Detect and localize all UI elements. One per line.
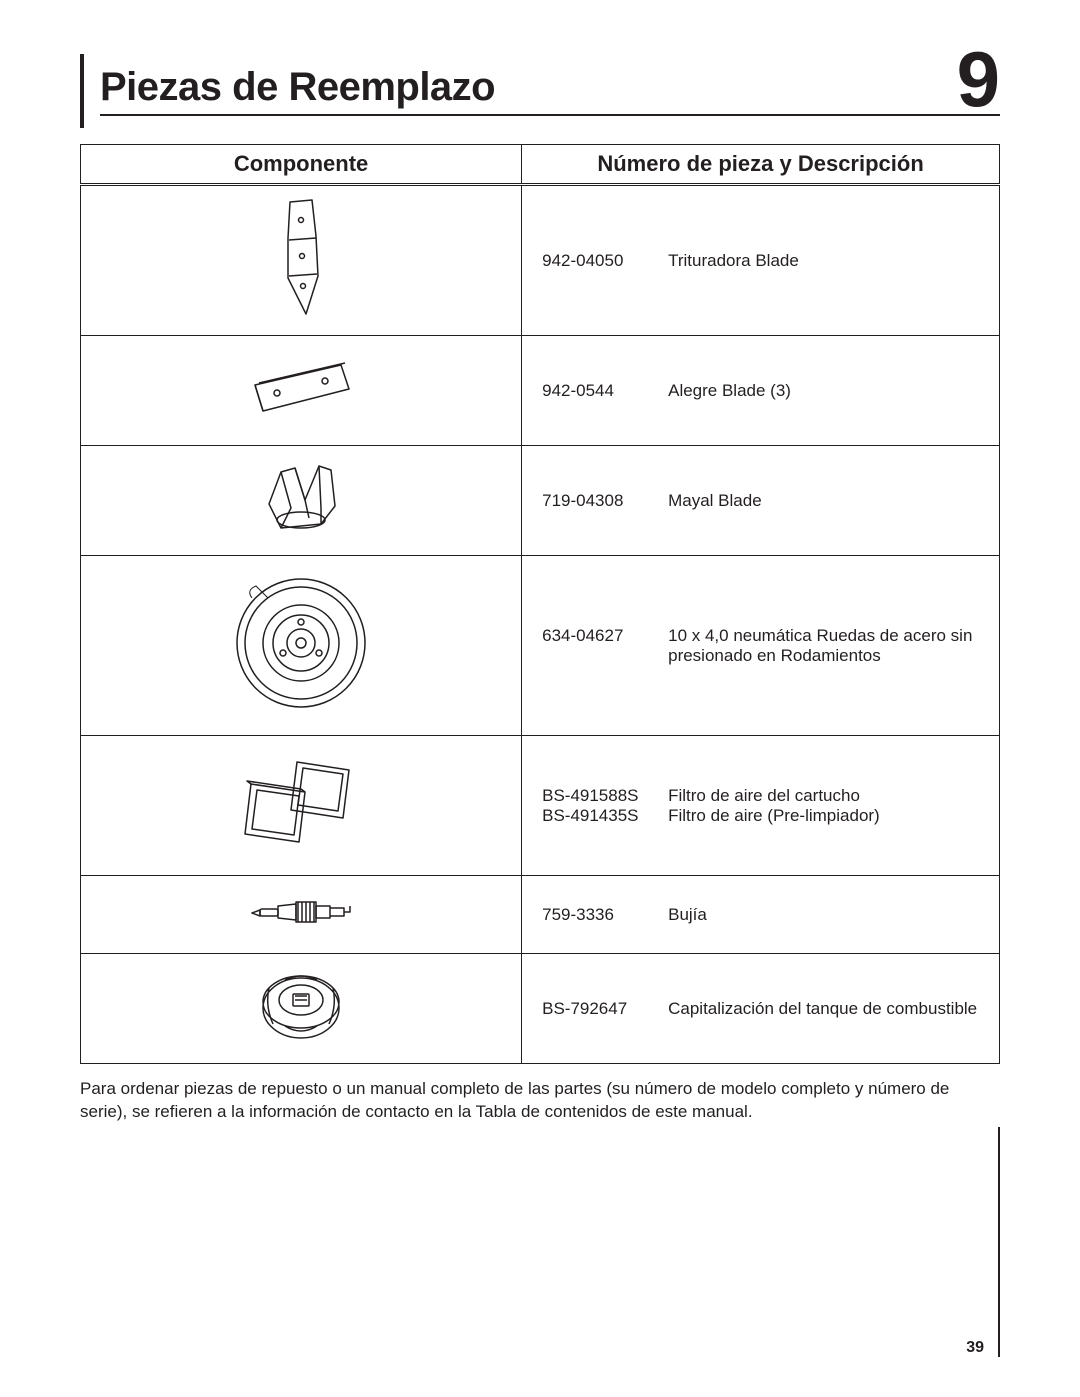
table-row: BS-491588S Filtro de aire del cartucho B…: [81, 736, 1000, 876]
part-description: Filtro de aire del cartucho: [668, 786, 979, 806]
part-desc-cell: 759-3336 Bujía: [522, 876, 1000, 954]
ordering-footnote: Para ordenar piezas de repuesto o un man…: [80, 1078, 1000, 1124]
part-description: Filtro de aire (Pre-limpiador): [668, 806, 979, 826]
component-image-cell: [81, 446, 522, 556]
part-desc-cell: 634-04627 10 x 4,0 neumática Ruedas de a…: [522, 556, 1000, 736]
part-number: 942-0544: [542, 381, 650, 401]
wheel-icon: [226, 568, 376, 718]
part-desc-cell: 719-04308 Mayal Blade: [522, 446, 1000, 556]
page: Piezas de Reemplazo 9 Componente Número …: [0, 0, 1080, 1397]
table-row: 719-04308 Mayal Blade: [81, 446, 1000, 556]
part-description: Trituradora Blade: [668, 251, 979, 271]
part-desc-cell: BS-491588S Filtro de aire del cartucho B…: [522, 736, 1000, 876]
flail-blade-icon: [251, 458, 351, 538]
part-line: 759-3336 Bujía: [542, 905, 979, 925]
parts-table-wrap: Componente Número de pieza y Descripción: [80, 144, 1000, 1064]
part-number: BS-491588S: [542, 786, 650, 806]
part-description: Mayal Blade: [668, 491, 979, 511]
col-component: Componente: [81, 145, 522, 185]
part-line: 942-04050 Trituradora Blade: [542, 251, 979, 271]
page-title: Piezas de Reemplazo: [100, 65, 495, 110]
part-line: BS-792647 Capitalización del tanque de c…: [542, 999, 979, 1019]
part-number: BS-491435S: [542, 806, 650, 826]
component-image-cell: [81, 954, 522, 1064]
part-desc-cell: BS-792647 Capitalización del tanque de c…: [522, 954, 1000, 1064]
chapter-number: 9: [957, 48, 1000, 110]
component-image-cell: [81, 185, 522, 336]
part-description: Alegre Blade (3): [668, 381, 979, 401]
part-desc-cell: 942-0544 Alegre Blade (3): [522, 336, 1000, 446]
part-line: 719-04308 Mayal Blade: [542, 491, 979, 511]
part-line: BS-491588S Filtro de aire del cartucho: [542, 786, 979, 806]
part-number: 719-04308: [542, 491, 650, 511]
parts-table: Componente Número de pieza y Descripción: [80, 144, 1000, 1064]
air-filter-icon: [231, 748, 371, 858]
part-number: 759-3336: [542, 905, 650, 925]
part-number: 634-04627: [542, 626, 650, 666]
part-description: Capitalización del tanque de combustible: [668, 999, 979, 1019]
part-number: BS-792647: [542, 999, 650, 1019]
table-row: BS-792647 Capitalización del tanque de c…: [81, 954, 1000, 1064]
part-desc-cell: 942-04050 Trituradora Blade: [522, 185, 1000, 336]
component-image-cell: [81, 336, 522, 446]
page-header: Piezas de Reemplazo 9: [100, 48, 1000, 116]
component-image-cell: [81, 876, 522, 954]
table-row: 942-04050 Trituradora Blade: [81, 185, 1000, 336]
part-line: 634-04627 10 x 4,0 neumática Ruedas de a…: [542, 626, 979, 666]
table-row: 634-04627 10 x 4,0 neumática Ruedas de a…: [81, 556, 1000, 736]
table-header-row: Componente Número de pieza y Descripción: [81, 145, 1000, 185]
part-line: BS-491435S Filtro de aire (Pre-limpiador…: [542, 806, 979, 826]
spark-plug-icon: [246, 892, 356, 932]
page-number: 39: [966, 1339, 984, 1357]
header-rule-left: [80, 54, 84, 128]
shredder-blade-icon: [266, 198, 336, 318]
table-row: 942-0544 Alegre Blade (3): [81, 336, 1000, 446]
component-image-cell: [81, 736, 522, 876]
footer-rule-right: [998, 1127, 1000, 1357]
fuel-cap-icon: [251, 966, 351, 1046]
part-description: 10 x 4,0 neumática Ruedas de acero sin p…: [668, 626, 979, 666]
table-row: 759-3336 Bujía: [81, 876, 1000, 954]
part-description: Bujía: [668, 905, 979, 925]
col-pn-desc: Número de pieza y Descripción: [522, 145, 1000, 185]
part-number: 942-04050: [542, 251, 650, 271]
part-line: 942-0544 Alegre Blade (3): [542, 381, 979, 401]
component-image-cell: [81, 556, 522, 736]
chipper-blade-icon: [241, 353, 361, 423]
